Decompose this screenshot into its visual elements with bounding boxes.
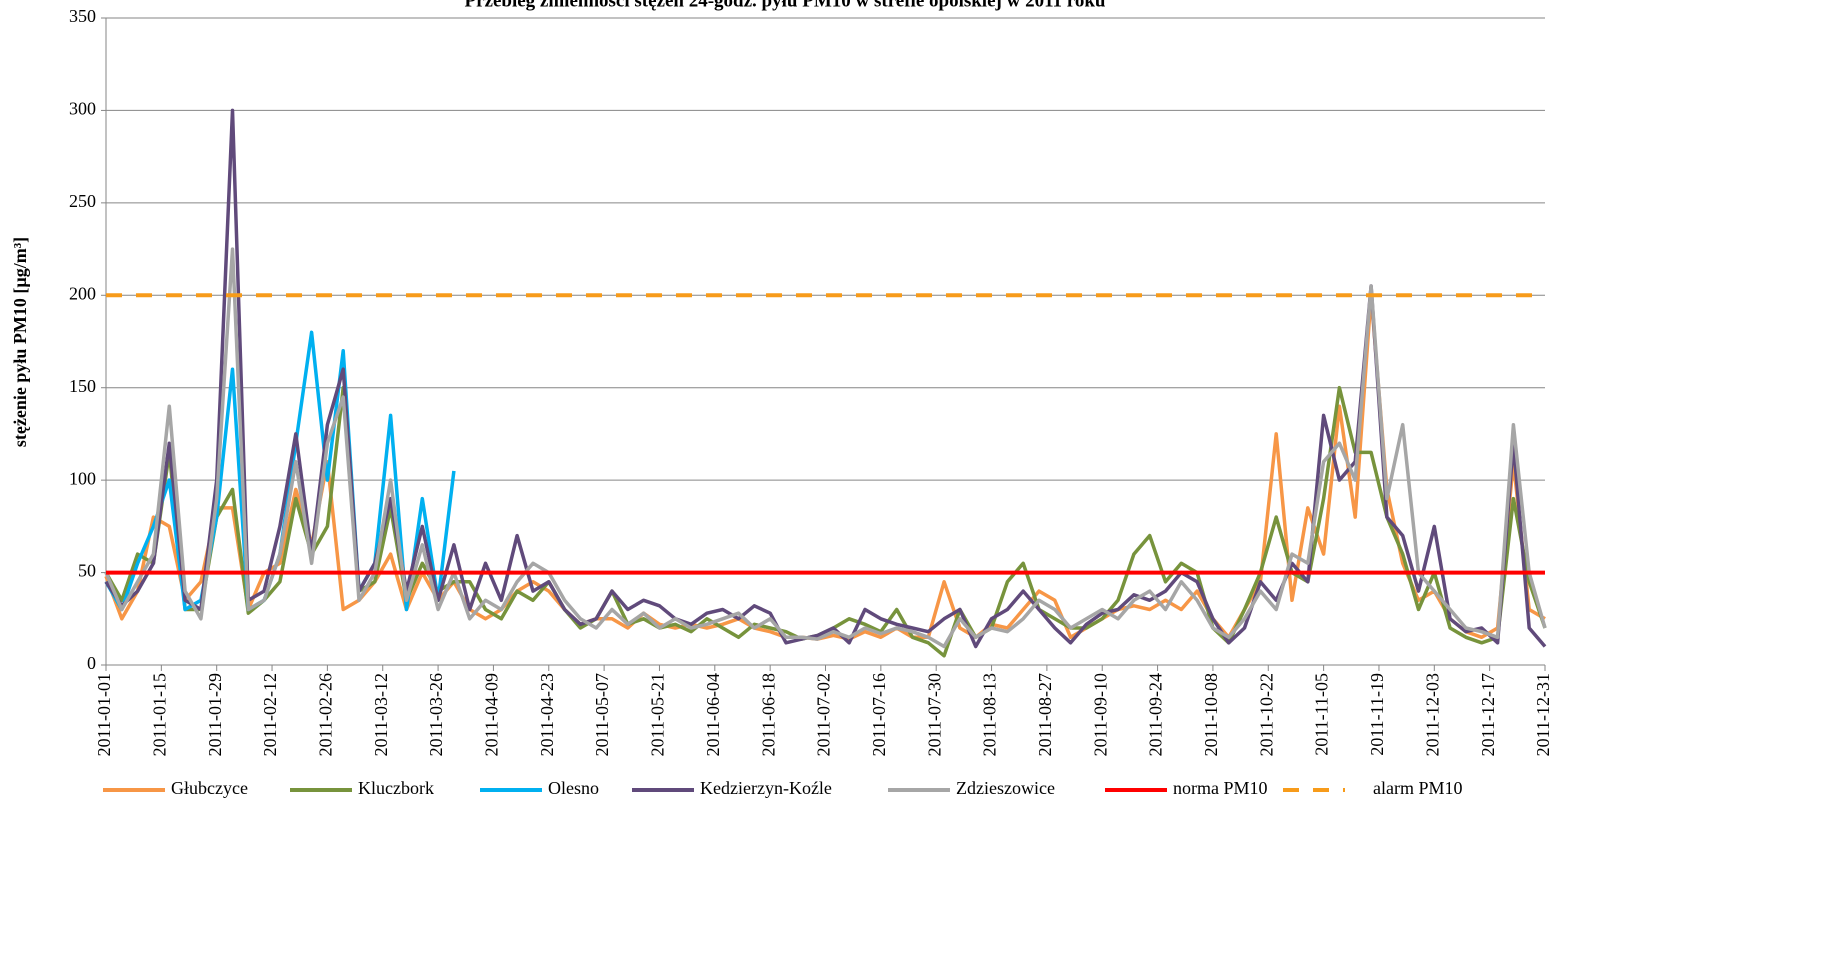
chart-title: Przebieg zmienności stężeń 24-godz. pyłu… — [464, 0, 1105, 11]
y-tick-label: 200 — [69, 283, 96, 303]
legend-label: alarm PM10 — [1373, 778, 1463, 798]
x-tick-label: 2011-01-01 — [94, 673, 114, 756]
x-tick-label: 2011-03-26 — [426, 673, 446, 756]
x-tick-label: 2011-08-13 — [980, 673, 1000, 756]
y-tick-label: 300 — [69, 99, 96, 119]
x-tick-label: 2011-09-24 — [1146, 673, 1166, 756]
x-tick-label: 2011-10-22 — [1256, 673, 1276, 756]
x-tick-label: 2011-04-09 — [482, 673, 502, 756]
legend-label: norma PM10 — [1173, 778, 1268, 798]
y-tick-label: 250 — [69, 191, 96, 211]
x-tick-label: 2011-08-27 — [1035, 673, 1055, 756]
x-tick-label: 2011-07-30 — [924, 673, 944, 756]
x-tick-label: 2011-12-17 — [1478, 673, 1498, 756]
x-tick-label: 2011-06-04 — [703, 673, 723, 756]
x-tick-label: 2011-07-16 — [869, 673, 889, 756]
series-line — [104, 247, 1547, 649]
x-tick-label: 2011-05-07 — [592, 673, 612, 756]
y-axis-label: stężenie pyłu PM10 [µg/m³] — [10, 237, 30, 447]
x-tick-label: 2011-01-29 — [205, 673, 225, 756]
x-tick-label: 2011-11-05 — [1312, 673, 1332, 756]
legend-label: Kedzierzyn-Koźle — [700, 778, 832, 798]
x-tick-label: 2011-12-03 — [1422, 673, 1442, 756]
x-tick-label: 2011-07-02 — [814, 673, 834, 756]
y-tick-label: 150 — [69, 376, 96, 396]
legend-label: Olesno — [548, 778, 599, 798]
x-tick-label: 2011-11-19 — [1367, 673, 1387, 756]
x-tick-label: 2011-09-10 — [1090, 673, 1110, 756]
series-line — [104, 108, 1547, 649]
x-tick-label: 2011-01-15 — [149, 673, 169, 756]
y-tick-label: 0 — [87, 653, 96, 673]
y-tick-label: 100 — [69, 468, 96, 488]
x-tick-label: 2011-02-12 — [260, 673, 280, 756]
x-tick-label: 2011-12-31 — [1533, 673, 1553, 756]
y-tick-label: 350 — [69, 6, 96, 26]
x-tick-label: 2011-06-18 — [758, 673, 778, 756]
legend-label: Zdzieszowice — [956, 778, 1055, 798]
legend-label: Kluczbork — [358, 778, 434, 798]
x-tick-label: 2011-03-12 — [371, 673, 391, 756]
x-tick-label: 2011-10-08 — [1201, 673, 1221, 756]
x-tick-label: 2011-04-23 — [537, 673, 557, 756]
y-tick-label: 50 — [78, 561, 96, 581]
x-tick-label: 2011-05-21 — [648, 673, 668, 756]
legend-label: Głubczyce — [171, 778, 248, 798]
x-tick-label: 2011-02-26 — [316, 673, 336, 756]
